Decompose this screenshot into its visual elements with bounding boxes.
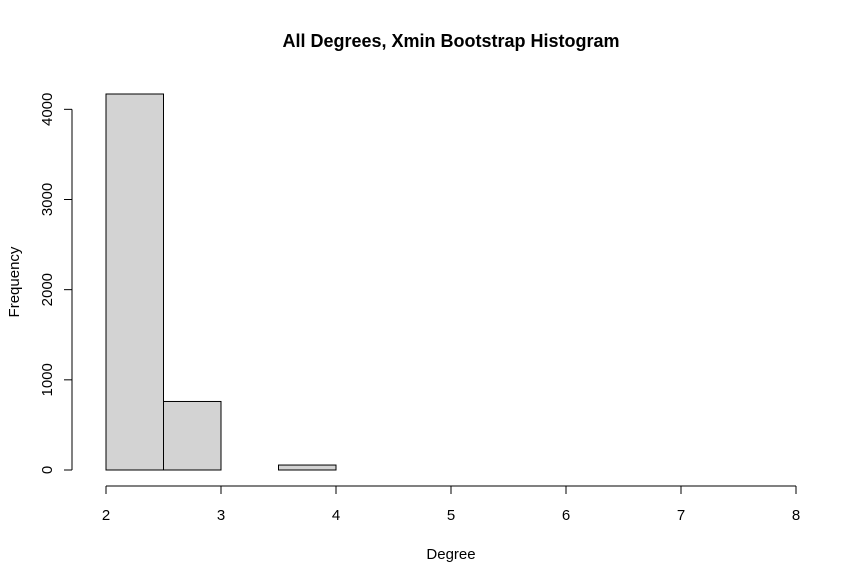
histogram-bar-3 bbox=[278, 464, 337, 471]
x-axis: 2 3 4 5 6 7 8 bbox=[102, 485, 800, 524]
x-tick-label-2: 2 bbox=[102, 507, 110, 524]
y-tick-label-3000: 3000 bbox=[39, 183, 56, 216]
y-tick-label-0: 0 bbox=[39, 466, 56, 474]
x-tick-label-5: 5 bbox=[447, 507, 455, 524]
histogram-bar-1 bbox=[163, 400, 222, 471]
chart-title: All Degrees, Xmin Bootstrap Histogram bbox=[282, 31, 619, 51]
y-tick-label-4000: 4000 bbox=[39, 93, 56, 126]
x-tick-label-7: 7 bbox=[677, 507, 685, 524]
x-axis-title: Degree bbox=[426, 546, 475, 563]
histogram-bar-0 bbox=[105, 93, 164, 471]
y-tick-label-1000: 1000 bbox=[39, 363, 56, 396]
x-tick-label-3: 3 bbox=[217, 507, 225, 524]
y-tick-label-2000: 2000 bbox=[39, 273, 56, 306]
bars-group bbox=[105, 93, 337, 471]
y-axis-title: Frequency bbox=[6, 246, 23, 317]
y-axis: 0 1000 2000 3000 4000 bbox=[39, 93, 73, 474]
x-tick-label-8: 8 bbox=[792, 507, 800, 524]
x-tick-label-4: 4 bbox=[332, 507, 340, 524]
x-tick-label-6: 6 bbox=[562, 507, 570, 524]
